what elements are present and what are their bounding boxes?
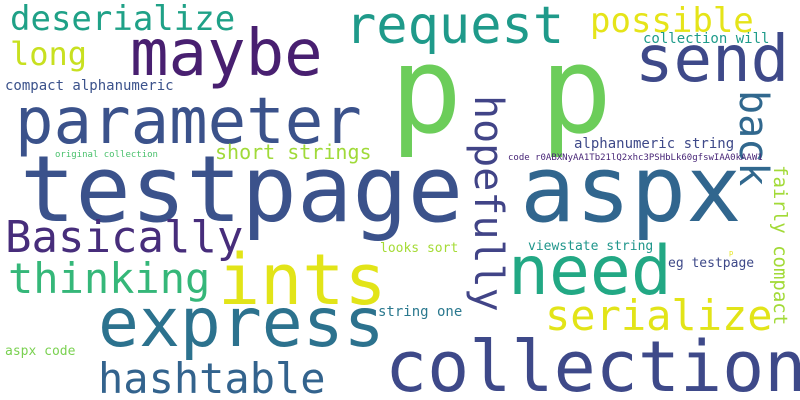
- word-eg-testpage: eg testpage: [668, 257, 754, 270]
- word-code-long: code r0ABXNyAA1Tb21lQ2xhc3PSHbLk60gfswIA…: [508, 154, 763, 163]
- word-viewstate-string: viewstate string: [528, 240, 653, 253]
- word-looks-sort: looks sort: [380, 242, 458, 255]
- word-hopefully: hopefully: [468, 95, 508, 312]
- word-request: request: [345, 0, 564, 52]
- word-short-strings: short strings: [215, 142, 372, 162]
- word-tiny-p: p: [729, 250, 733, 257]
- word-alphanumeric-string: alphanumeric string: [574, 137, 734, 151]
- word-collection-will: collection will: [643, 32, 769, 46]
- word-deserialize: deserialize: [10, 2, 235, 36]
- word-string-one: string one: [378, 305, 462, 319]
- word-serialize: serialize: [545, 295, 773, 337]
- word-compact-alphanumeric: compact alphanumeric: [5, 79, 174, 93]
- word-fairly-compact: fairly compact: [770, 165, 789, 325]
- word-hashtable: hashtable: [98, 358, 326, 400]
- word-collection: collection: [385, 332, 800, 400]
- word-original-collection: original collection: [55, 151, 158, 160]
- word-back: back: [733, 90, 773, 186]
- word-long: long: [10, 38, 87, 70]
- word-aspx-code: aspx code: [5, 345, 75, 358]
- word-thinking: thinking: [8, 258, 210, 300]
